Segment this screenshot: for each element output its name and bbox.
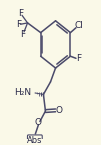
Text: F: F (18, 9, 23, 18)
Text: F: F (76, 54, 82, 63)
Text: H₂N: H₂N (14, 88, 31, 97)
Text: Abs: Abs (27, 136, 43, 145)
Text: O: O (35, 118, 42, 127)
Text: O: O (55, 106, 62, 115)
Text: F: F (16, 20, 21, 29)
FancyBboxPatch shape (27, 135, 42, 145)
Text: Cl: Cl (75, 21, 83, 30)
Text: F: F (20, 30, 25, 39)
